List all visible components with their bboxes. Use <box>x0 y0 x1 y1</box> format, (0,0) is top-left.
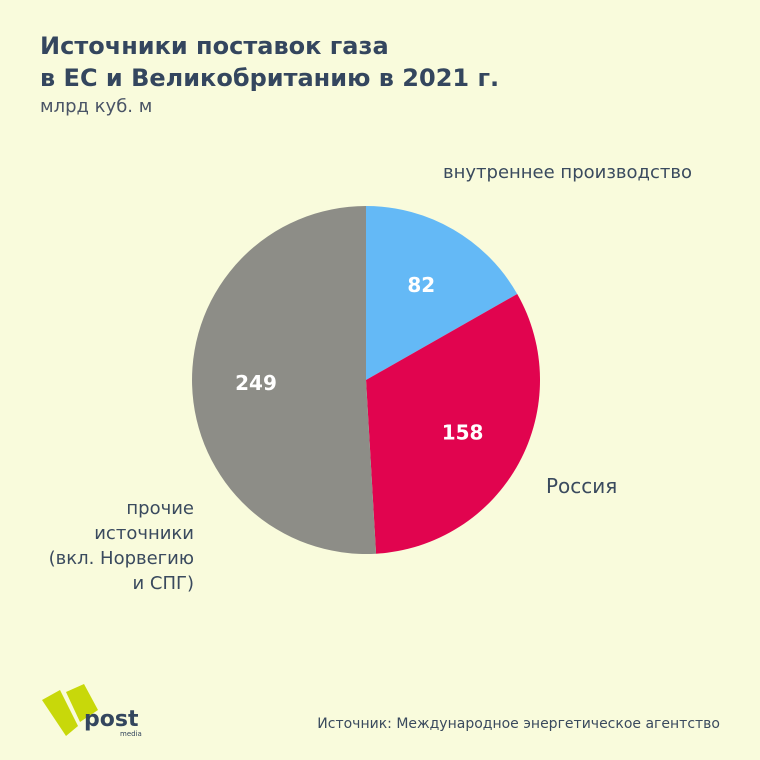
source-note: Источник: Международное энергетическое а… <box>317 716 720 732</box>
logo-text: post <box>84 707 139 732</box>
data-label-domestic: 82 <box>407 273 435 297</box>
category-label-domestic: внутреннее производство <box>443 162 692 183</box>
post-media-logo: post media <box>42 684 142 738</box>
data-label-russia: 158 <box>442 421 484 445</box>
category-label-other-line-3: (вкл. Норвегию <box>48 548 194 569</box>
pie-slice-other <box>192 206 377 554</box>
category-label-other-line-1: прочие <box>126 498 194 519</box>
category-label-other-line-2: источники <box>94 523 194 544</box>
logo-subtext: media <box>120 730 142 738</box>
data-label-other: 249 <box>235 371 277 395</box>
pie-slice-russia <box>366 293 540 554</box>
category-label-other-line-4: и СПГ) <box>132 573 194 594</box>
chart-title: Источники поставок газа в ЕС и Великобри… <box>40 30 600 94</box>
chart-title-line-1: Источники поставок газа <box>40 32 389 60</box>
chart-title-line-2: в ЕС и Великобританию в 2021 г. <box>40 64 500 92</box>
logo-mark-left <box>42 690 78 736</box>
category-label-russia: Россия <box>546 474 618 498</box>
logo-mark-right <box>66 684 98 722</box>
chart-unit-subtitle: млрд куб. м <box>40 96 153 117</box>
pie-slice-domestic <box>366 206 518 380</box>
category-label-other: прочие источники (вкл. Норвегию и СПГ) <box>0 496 194 596</box>
